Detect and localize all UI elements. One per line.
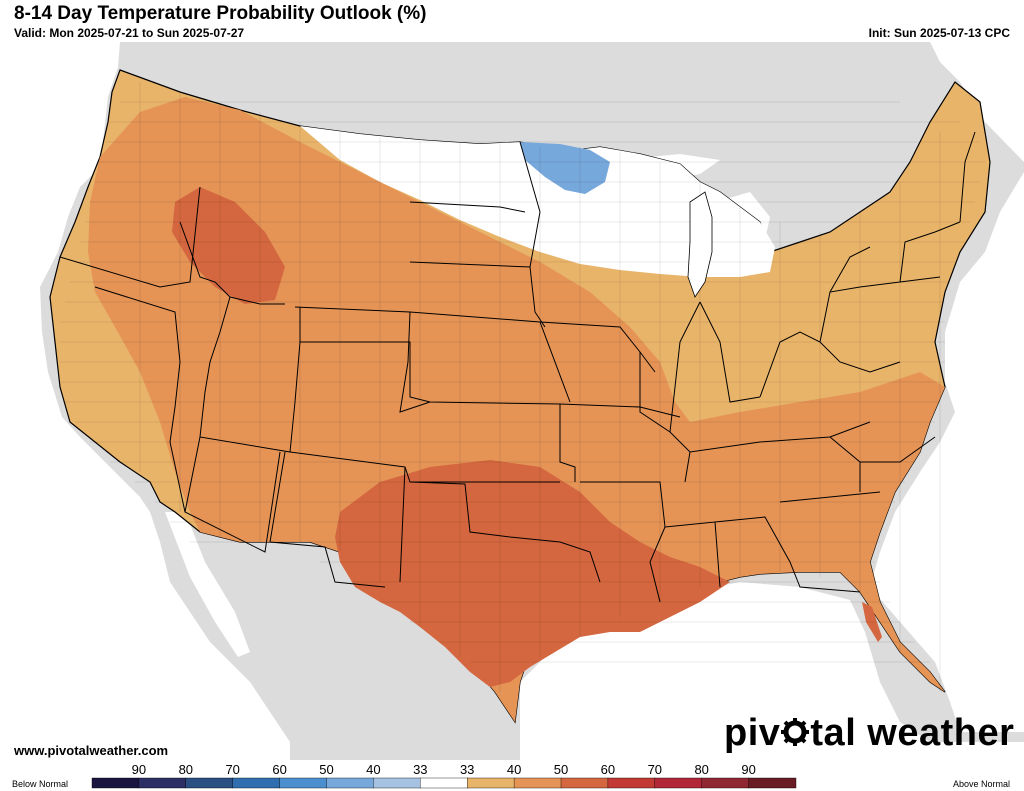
above-normal-50-region xyxy=(88,97,945,722)
legend-tick-label: 50 xyxy=(319,762,333,777)
brand-text-after: tal weather xyxy=(810,712,1015,754)
legend-swatch xyxy=(467,777,515,789)
county-lines xyxy=(60,82,985,692)
lake-michigan xyxy=(687,191,713,298)
map-title: 8-14 Day Temperature Probability Outlook… xyxy=(14,3,427,24)
legend-swatch xyxy=(560,777,609,789)
above-normal-60-idaho-region xyxy=(172,187,285,304)
color-legend: 90 80 70 60 50 40 33 33 40 50 60 70 80 90 Below Normal… xyxy=(0,760,1024,791)
brand-text-before: piv xyxy=(724,712,781,754)
legend-tick-label: 70 xyxy=(648,762,662,777)
outlook-map xyxy=(0,42,1024,760)
legend-tick-label: 80 xyxy=(694,762,708,777)
legend-tick-label: 60 xyxy=(272,762,286,777)
legend-tick-label: 90 xyxy=(741,762,755,777)
legend-swatch xyxy=(654,777,703,789)
legend-swatch xyxy=(185,777,234,789)
above-normal-label: Above Normal xyxy=(953,779,1010,789)
below-normal-region xyxy=(520,142,610,194)
legend-swatch xyxy=(91,777,140,789)
gulf-of-california xyxy=(165,512,250,657)
legend-swatch xyxy=(701,777,750,789)
above-normal-60-gulf-region xyxy=(335,460,730,687)
legend-swatch xyxy=(232,777,281,789)
legend-swatch xyxy=(607,777,656,789)
legend-tick-label: 33 xyxy=(460,762,474,777)
legend-tick-label: 70 xyxy=(225,762,239,777)
above-normal-60-florida-region xyxy=(862,602,882,642)
init-time: Init: Sun 2025-07-13 CPC xyxy=(868,26,1010,40)
legend-tick-label: 80 xyxy=(179,762,193,777)
valid-period: Valid: Mon 2025-07-21 to Sun 2025-07-27 xyxy=(14,26,245,40)
state-borders xyxy=(59,131,976,603)
legend-bar: 90 80 70 60 50 40 33 33 40 50 60 70 80 90 Below Normal… xyxy=(12,762,1010,789)
atlantic-ocean xyxy=(870,172,1024,732)
legend-swatch xyxy=(326,777,375,789)
legend-tick-label: 50 xyxy=(554,762,568,777)
legend-tick-label: 60 xyxy=(601,762,615,777)
legend-tick-label: 40 xyxy=(507,762,521,777)
pacific-ocean xyxy=(0,42,290,760)
legend-swatch xyxy=(513,777,562,789)
legend-swatch xyxy=(748,777,797,789)
legend-tick-label: 40 xyxy=(366,762,380,777)
legend-swatch xyxy=(420,777,468,789)
website-url: www.pivotalweather.com xyxy=(14,743,169,758)
legend-swatch xyxy=(279,777,328,789)
legend-swatch xyxy=(373,777,421,789)
header: 8-14 Day Temperature Probability Outlook… xyxy=(0,0,1024,42)
legend-tick-label: 33 xyxy=(413,762,427,777)
legend-swatch xyxy=(138,777,187,789)
below-normal-label: Below Normal xyxy=(12,779,68,789)
pivotal-weather-logo: piv tal weather xyxy=(724,712,1014,755)
legend-tick-label: 90 xyxy=(132,762,146,777)
gear-icon xyxy=(780,714,810,746)
